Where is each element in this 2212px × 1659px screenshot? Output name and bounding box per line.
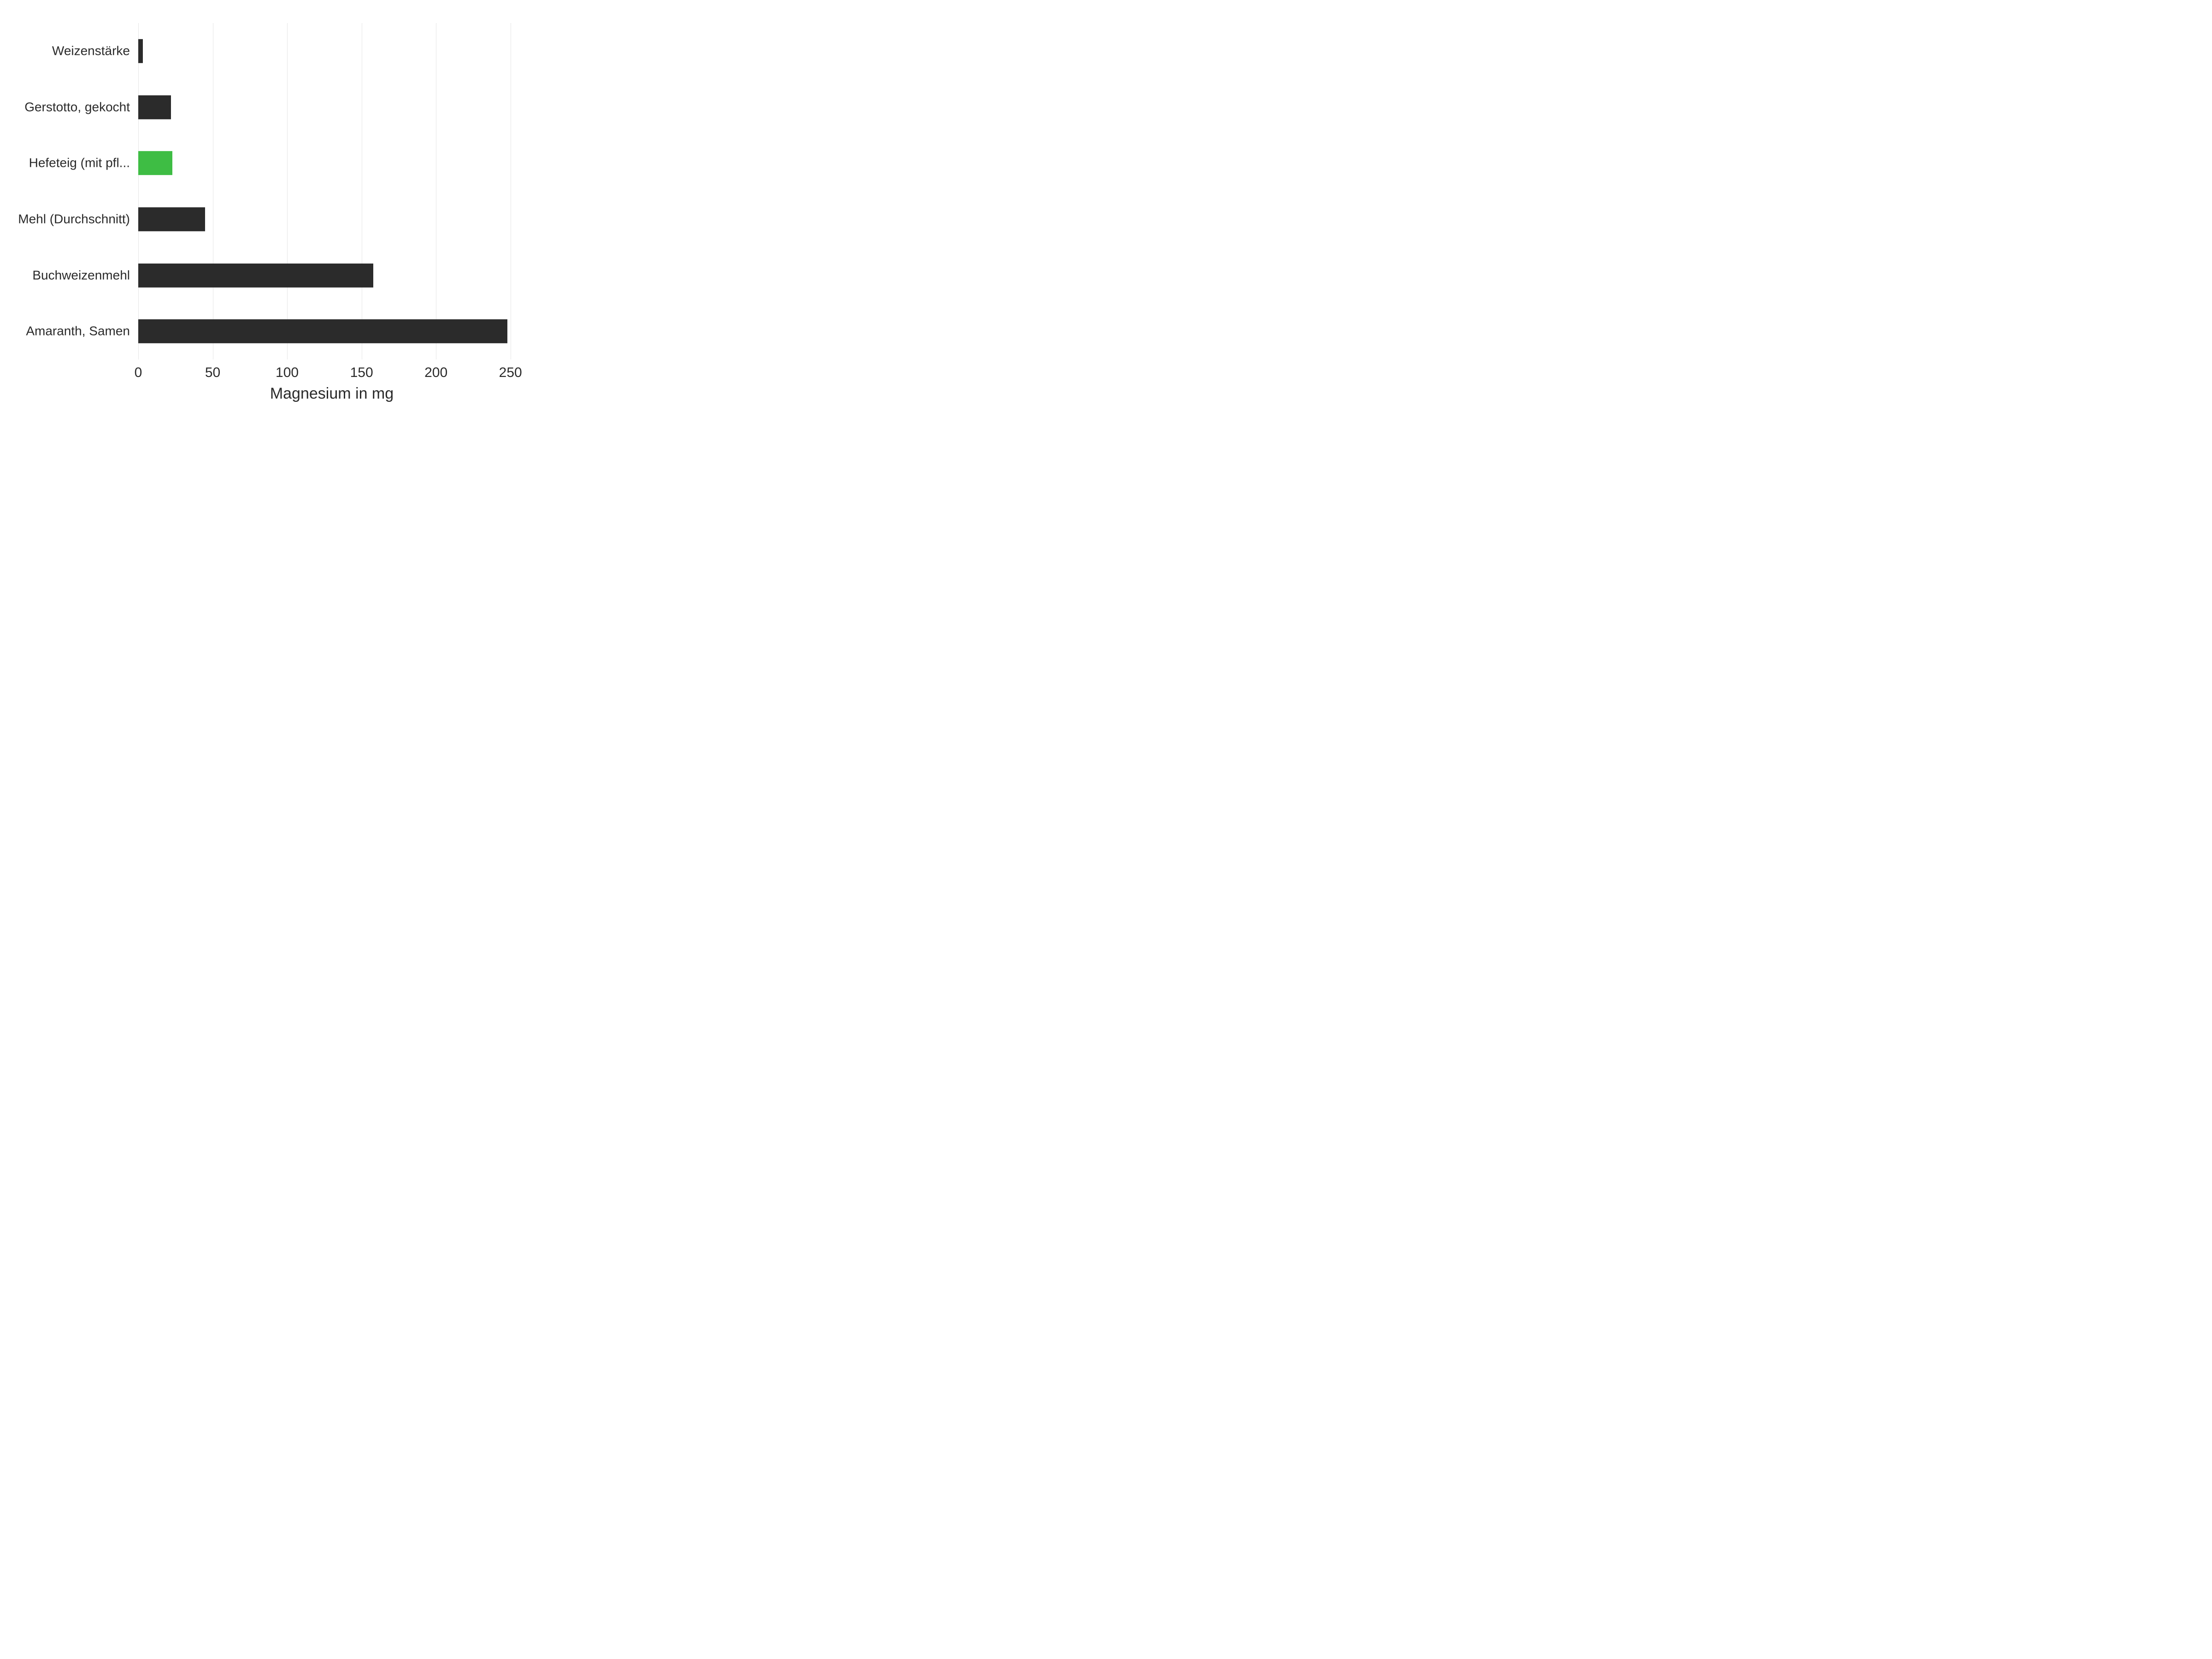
y-category-label: Mehl (Durchschnitt) — [9, 212, 138, 226]
chart-container: Magnesium in mg 0 50 100 150 200 250 Weizenstä… — [0, 0, 553, 415]
bar — [138, 151, 172, 175]
x-tick-label: 100 — [276, 365, 299, 381]
bar-row: Hefeteig (mit pfl... — [138, 151, 525, 175]
plot-area: Magnesium in mg 050100150200250Weizenstä… — [138, 23, 525, 359]
x-tick-label: 150 — [350, 365, 373, 381]
y-category-label: Hefeteig (mit pfl... — [9, 156, 138, 171]
bar — [138, 263, 373, 287]
grid-line — [138, 23, 139, 359]
bar-row: Gerstotto, gekocht — [138, 95, 525, 119]
bar — [138, 319, 507, 343]
y-category-label: Weizenstärke — [9, 44, 138, 58]
grid-line — [287, 23, 288, 359]
bar-row: Amaranth, Samen — [138, 319, 525, 343]
x-tick-label: 200 — [424, 365, 447, 381]
y-category-label: Amaranth, Samen — [9, 324, 138, 339]
bar — [138, 207, 205, 231]
bar — [138, 95, 171, 119]
bar-row: Mehl (Durchschnitt) — [138, 207, 525, 231]
bar — [138, 39, 143, 63]
y-category-label: Gerstotto, gekocht — [9, 100, 138, 114]
x-tick-label: 250 — [499, 365, 522, 381]
x-tick-label: 0 — [135, 365, 142, 381]
bar-row: Buchweizenmehl — [138, 263, 525, 287]
x-tick-label: 50 — [205, 365, 220, 381]
bar-row: Weizenstärke — [138, 39, 525, 63]
y-category-label: Buchweizenmehl — [9, 268, 138, 282]
x-axis-title: Magnesium in mg — [270, 385, 394, 403]
